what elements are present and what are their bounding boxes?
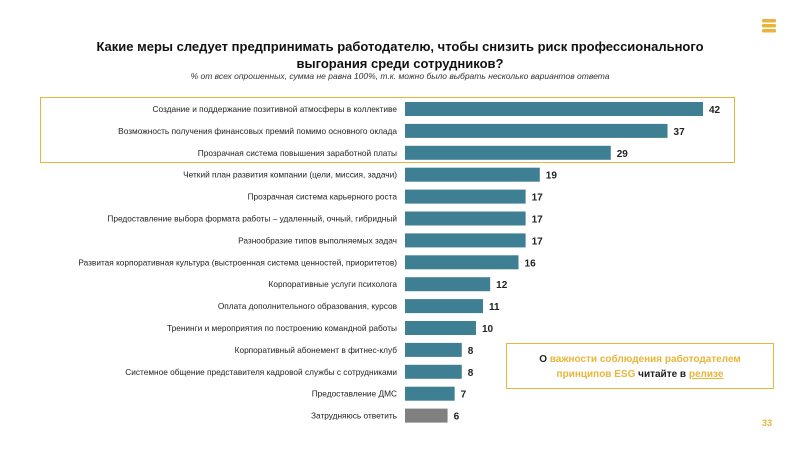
release-link[interactable]: релизе [688, 369, 724, 380]
chart-subtitle: % от всех опрошенных, сумма не равна 100… [190, 71, 610, 81]
bar [405, 364, 462, 379]
callout-accent: важности соблюдения работодателем [549, 354, 741, 365]
title-line-2: выгорания среди сотрудников? [296, 56, 504, 71]
value-label: 7 [461, 390, 467, 401]
value-label: 6 [454, 412, 460, 423]
value-label: 8 [468, 368, 474, 379]
value-label: 17 [532, 215, 544, 226]
category-label: Развитая корпоративная культура (выстрое… [78, 257, 397, 267]
value-label: 37 [674, 127, 686, 138]
category-label: Предоставление выбора формата работы – у… [107, 214, 397, 224]
top-answers-highlight [40, 97, 735, 163]
bar [405, 167, 540, 182]
value-label: 16 [525, 258, 537, 269]
bar [405, 211, 526, 226]
category-label: Тренинги и мероприятия по построению ком… [167, 323, 397, 333]
bar [405, 342, 462, 357]
category-label: Затрудняюсь ответить [311, 411, 397, 421]
category-label: Создание и поддержание позитивной атмосф… [152, 104, 397, 114]
value-label: 17 [532, 236, 544, 247]
value-label: 11 [489, 302, 500, 313]
value-label: 8 [468, 346, 474, 357]
bar [405, 255, 519, 270]
bar [405, 123, 668, 138]
bar [405, 408, 448, 423]
category-label: Корпоративный абонемент в фитнес-клуб [235, 345, 398, 355]
bar [405, 145, 611, 160]
category-label: Возможность получения финансовых премий … [118, 126, 397, 136]
bar [405, 277, 491, 292]
esg-callout: О важности соблюдения работодателем прин… [506, 343, 774, 389]
value-label: 10 [482, 324, 494, 335]
callout-esg: принципов ESG [556, 369, 636, 380]
bar [405, 386, 455, 401]
bar [405, 102, 703, 116]
callout-text-2: читайте в [635, 369, 689, 380]
category-label: Четкий план развития компании (цели, мис… [183, 170, 397, 180]
bar [405, 233, 526, 248]
category-label: Корпоративные услуги психолога [269, 279, 398, 289]
bar [405, 189, 526, 204]
category-label: Оплата дополнительного образования, курс… [218, 301, 398, 311]
stacked-coins-icon [762, 19, 776, 33]
value-label: 19 [546, 171, 558, 182]
value-label: 17 [532, 193, 544, 204]
category-label: Разнообразие типов выполняемых задач [238, 235, 397, 245]
value-label: 12 [496, 280, 508, 291]
page-number: 33 [761, 418, 772, 428]
bar [405, 299, 484, 314]
callout-text-1: О [539, 354, 550, 365]
value-label: 29 [617, 149, 629, 160]
category-label: Прозрачная система карьерного роста [248, 192, 398, 202]
category-label: Прозрачная система повышения заработной … [198, 148, 397, 158]
bar [405, 321, 476, 335]
category-label: Предоставление ДМС [312, 389, 397, 399]
value-label: 42 [709, 105, 721, 116]
title-line-1: Какие меры следует предпринимать работод… [96, 39, 704, 54]
chart-title: Какие меры следует предпринимать работод… [0, 38, 800, 72]
category-label: Системное общение представителя кадровой… [125, 367, 397, 377]
